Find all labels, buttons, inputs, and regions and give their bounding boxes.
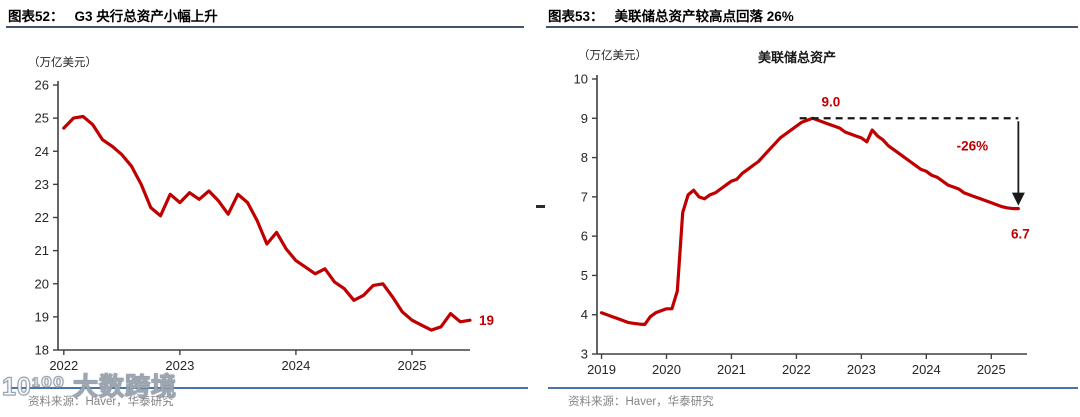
figure-g3-bottom-rule [8,387,528,389]
y-tick-label: 25 [35,111,49,126]
figure-fed-title: 图表53： 美联储总资产较高点回落 26% [548,5,794,25]
x-tick-label: 2021 [717,362,746,375]
y-tick-label: 22 [35,210,49,225]
figure-g3-source: 资料来源：Haver，华泰研究 [28,396,174,408]
y-tick-label: 26 [35,78,49,93]
y-tick-label: 20 [35,276,49,291]
x-tick-label: 2023 [165,358,194,373]
data-line-G3央行总资产 [62,114,472,332]
y-tick-label: 8 [581,150,588,165]
end-value-label: 19 [479,313,494,328]
figure-fed-title-rule [546,26,1078,28]
y-tick-label: 24 [35,144,49,159]
y-tick-label: 6 [581,229,588,244]
figure-fed-source: 资料来源：Haver，华泰研究 [568,396,714,408]
g3-line-chart: 18 19 20 21 22 23 24 25 26 2022 2023 2024 2025 19 [35,78,494,374]
end-value-label: 6.7 [1011,227,1030,242]
figure-g3-title-rule [6,26,524,28]
figure-fed-bottom-rule [548,387,1078,389]
fed-chart-inner-title: 美联储总资产 [758,50,837,65]
x-tick-label: 2023 [847,362,876,375]
x-tick-label: 2022 [782,362,811,375]
peak-value-label: 9.0 [822,94,841,109]
figure-fed-title-prefix: 图表53： [548,9,604,24]
y-tick-label: 3 [581,347,588,362]
y-tick-label: 23 [35,177,49,192]
y-tick-label: 18 [35,343,49,358]
x-tick-label: 2024 [912,362,941,375]
drop-arrow-head [1011,192,1025,206]
y-tick-label: 9 [581,111,588,126]
y-tick-label: 19 [35,309,49,324]
figure-fed-title-text: 美联储总资产较高点回落 26% [614,9,794,24]
figure-fed-unit-label: （万亿美元） [578,50,647,62]
x-tick-label: 2020 [652,362,681,375]
y-tick-label: 10 [574,72,588,87]
x-tick-label: 2025 [398,358,427,373]
figure-g3-unit-label: （万亿美元） [28,57,97,69]
drop-pct-label: -26% [957,138,989,153]
x-tick-label: 2024 [281,358,310,373]
y-tick-label: 7 [581,189,588,204]
y-tick-label: 4 [581,307,588,322]
data-line-美联储总资产 [599,116,1020,327]
y-tick-label: 5 [581,268,588,283]
fed-line-chart: 3 4 5 6 7 8 9 10 2019 2020 2021 2022 2023 2024 2025 9.0… [574,72,1030,376]
x-tick-label: 2019 [587,362,616,375]
figure-g3-title-prefix: 图表52： [8,9,64,24]
y-tick-label: 21 [35,243,49,258]
x-tick-label: 2022 [49,358,78,373]
watermark: 10¹⁰⁰ 大数跨境 [1,372,177,401]
stray-dash-artifact [536,205,545,208]
figure-g3-title-text: G3 央行总资产小幅上升 [74,9,218,24]
x-tick-label: 2025 [977,362,1006,375]
figure-g3-title: 图表52： G3 央行总资产小幅上升 [8,5,218,25]
